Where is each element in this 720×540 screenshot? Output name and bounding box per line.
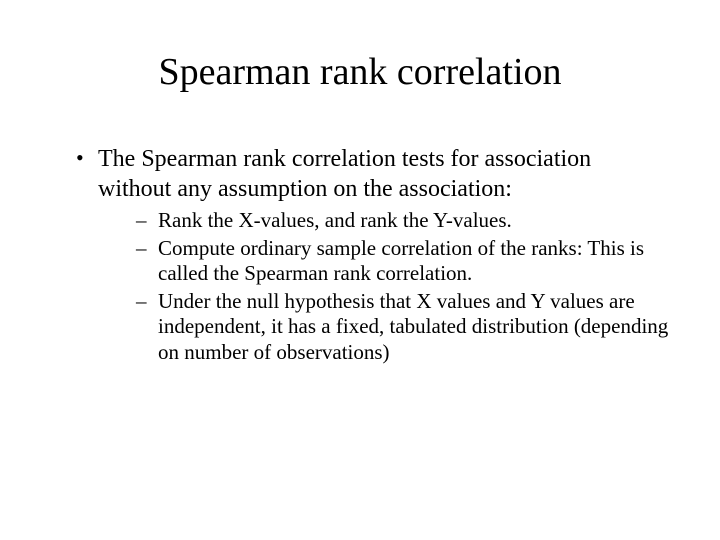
sub-bullet-item: Rank the X-values, and rank the Y-values… <box>136 208 670 234</box>
sub-bullet-item: Compute ordinary sample correlation of t… <box>136 236 670 287</box>
bullet-text: The Spearman rank correlation tests for … <box>98 146 591 202</box>
slide: Spearman rank correlation The Spearman r… <box>0 0 720 540</box>
sub-bullet-list: Rank the X-values, and rank the Y-values… <box>98 208 670 366</box>
sub-bullet-item: Under the null hypothesis that X values … <box>136 289 670 366</box>
bullet-list: The Spearman rank correlation tests for … <box>50 144 670 366</box>
bullet-item: The Spearman rank correlation tests for … <box>70 144 670 366</box>
slide-title: Spearman rank correlation <box>50 50 670 94</box>
